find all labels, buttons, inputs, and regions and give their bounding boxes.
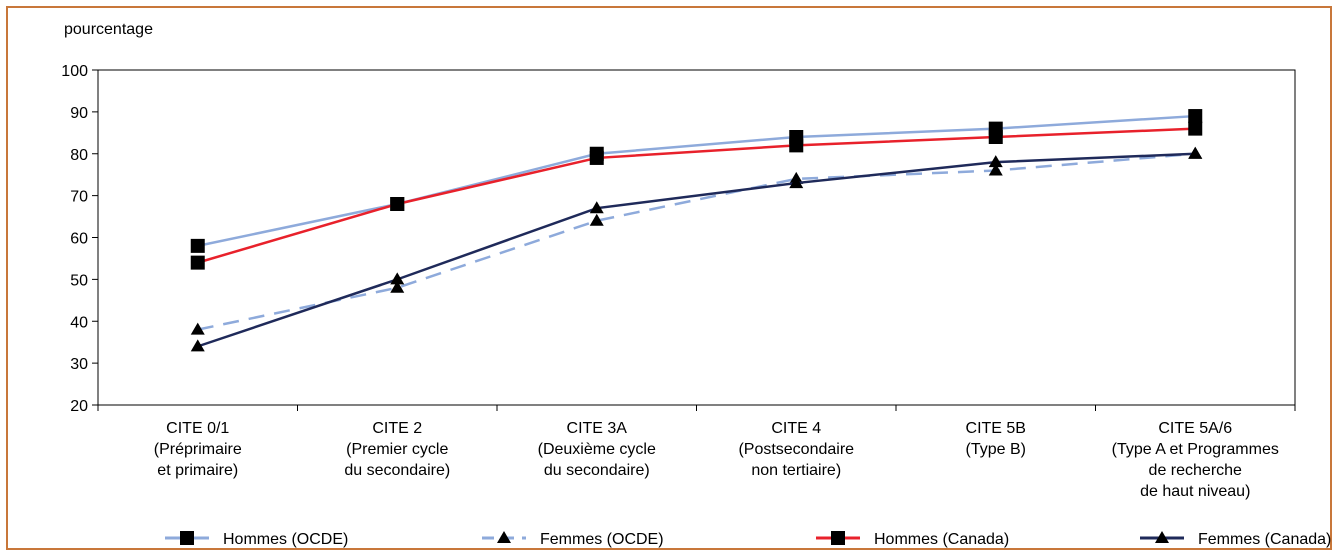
legend-label: Hommes (OCDE) <box>223 531 348 548</box>
data-point <box>988 130 1003 144</box>
y-tick-label: 50 <box>70 272 88 289</box>
data-point <box>589 201 604 214</box>
legend-label: Femmes (OCDE) <box>540 531 664 548</box>
data-point <box>1188 109 1203 124</box>
y-tick-label: 70 <box>70 189 88 206</box>
series-3 <box>190 146 1203 352</box>
y-tick-label: 40 <box>70 314 88 331</box>
x-tick-label: CITE 4 (Postsecondaire non tertiaire) <box>738 420 854 479</box>
legend-label: Hommes (Canada) <box>874 531 1009 548</box>
data-point <box>988 155 1003 168</box>
legend-marker <box>831 531 845 545</box>
data-point <box>190 238 205 253</box>
y-axis-label: pourcentage <box>64 21 153 38</box>
data-point <box>589 150 604 165</box>
y-tick-label: 20 <box>70 398 88 415</box>
series-0 <box>190 109 1203 253</box>
data-point <box>1188 121 1203 136</box>
legend-marker <box>180 531 194 545</box>
y-tick-label: 60 <box>70 231 88 248</box>
x-tick-label: CITE 5B (Type B) <box>966 420 1026 458</box>
y-tick-label: 90 <box>70 105 88 122</box>
legend-label: Femmes (Canada) <box>1198 531 1331 548</box>
data-point <box>589 213 604 226</box>
data-point <box>190 255 205 270</box>
data-point <box>1188 146 1203 159</box>
data-point <box>390 280 405 293</box>
legend-marker <box>497 531 511 543</box>
y-tick-label: 30 <box>70 356 88 373</box>
legend-marker <box>1155 531 1169 543</box>
series-1 <box>190 146 1203 335</box>
series-2 <box>190 121 1203 270</box>
y-tick-label: 80 <box>70 147 88 164</box>
series-line <box>197 152 1196 331</box>
data-point <box>190 339 205 352</box>
data-point <box>988 163 1003 176</box>
x-tick-label: CITE 3A (Deuxième cycle du secondaire) <box>538 420 656 479</box>
data-point <box>789 138 804 153</box>
data-point <box>190 322 205 335</box>
data-point <box>789 176 804 189</box>
data-point <box>390 272 405 285</box>
x-tick-label: CITE 0/1 (Préprimaire et primaire) <box>154 420 242 479</box>
chart-frame <box>6 6 1332 550</box>
x-tick-label: CITE 5A/6 (Type A et Programmes de recherc… <box>1112 420 1279 500</box>
x-tick-label: CITE 2 (Premier cycle du secondaire) <box>344 420 450 479</box>
series-line <box>197 127 1196 264</box>
y-tick-label: 100 <box>61 63 88 80</box>
series-line <box>197 114 1196 248</box>
data-point <box>390 197 405 211</box>
series-line <box>197 152 1196 348</box>
